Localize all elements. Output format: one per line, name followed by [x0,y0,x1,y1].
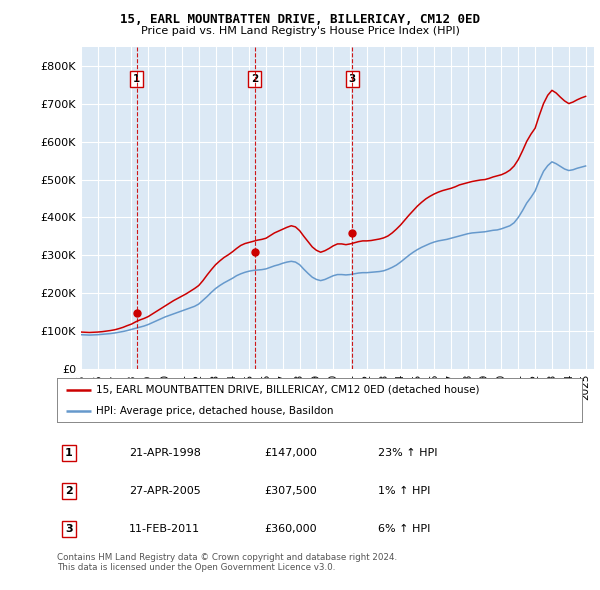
Text: 2: 2 [65,486,73,496]
Text: £147,000: £147,000 [264,448,317,458]
Text: £307,500: £307,500 [264,486,317,496]
Text: Price paid vs. HM Land Registry's House Price Index (HPI): Price paid vs. HM Land Registry's House … [140,26,460,36]
Text: HPI: Average price, detached house, Basildon: HPI: Average price, detached house, Basi… [97,406,334,416]
Text: 1% ↑ HPI: 1% ↑ HPI [378,486,430,496]
Text: 23% ↑ HPI: 23% ↑ HPI [378,448,437,458]
Text: 27-APR-2005: 27-APR-2005 [129,486,201,496]
Text: This data is licensed under the Open Government Licence v3.0.: This data is licensed under the Open Gov… [57,563,335,572]
Text: 15, EARL MOUNTBATTEN DRIVE, BILLERICAY, CM12 0ED (detached house): 15, EARL MOUNTBATTEN DRIVE, BILLERICAY, … [97,385,480,395]
Text: 2: 2 [251,74,258,84]
Text: Contains HM Land Registry data © Crown copyright and database right 2024.: Contains HM Land Registry data © Crown c… [57,553,397,562]
Text: 15, EARL MOUNTBATTEN DRIVE, BILLERICAY, CM12 0ED: 15, EARL MOUNTBATTEN DRIVE, BILLERICAY, … [120,13,480,26]
Text: £360,000: £360,000 [264,524,317,533]
Text: 6% ↑ HPI: 6% ↑ HPI [378,524,430,533]
Text: 1: 1 [65,448,73,458]
Text: 3: 3 [65,524,73,533]
Text: 3: 3 [349,74,356,84]
Text: 21-APR-1998: 21-APR-1998 [129,448,201,458]
Text: 11-FEB-2011: 11-FEB-2011 [129,524,200,533]
Text: 1: 1 [133,74,140,84]
